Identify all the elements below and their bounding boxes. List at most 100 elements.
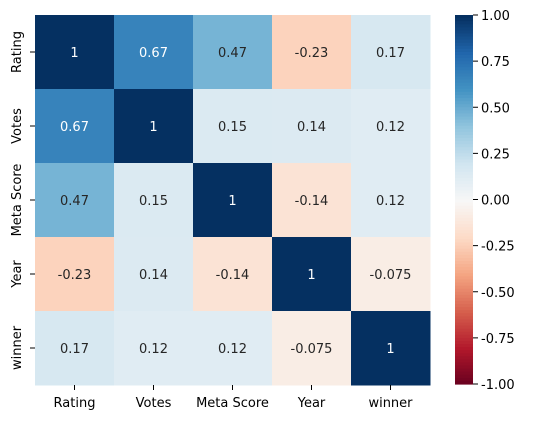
colorbar-slice bbox=[455, 42, 473, 47]
colorbar-slice bbox=[455, 230, 473, 234]
colorbar-slice bbox=[455, 291, 473, 296]
colorbar-slice bbox=[455, 187, 473, 191]
colorbar-slice bbox=[455, 61, 473, 65]
colorbar-tick-label: -0.50 bbox=[481, 286, 515, 301]
heatmap-cell-labels: 1 0.67 0.47 -0.23 0.17 0.67 1 0.15 0.14 0.12 0.47 0… bbox=[58, 46, 412, 357]
x-tick-label: Rating bbox=[54, 396, 96, 411]
colorbar-slice bbox=[455, 205, 473, 210]
colorbar-slice bbox=[455, 27, 473, 31]
colorbar-tick-label: -1.00 bbox=[481, 378, 515, 393]
x-tick-label: Year bbox=[297, 396, 326, 411]
heatmap-cell bbox=[114, 163, 194, 238]
heatmap-cell bbox=[35, 89, 115, 164]
colorbar: 1.00 0.75 0.50 0.25 0.00 -0.25 -0.50 -0.75 -1.00 bbox=[455, 9, 515, 393]
colorbar-slice bbox=[455, 276, 473, 281]
heatmap-cell-value: -0.075 bbox=[370, 268, 412, 283]
colorbar-slice bbox=[455, 184, 473, 188]
colorbar-slice bbox=[455, 45, 473, 50]
colorbar-slice bbox=[455, 340, 473, 345]
colorbar-slice bbox=[455, 362, 473, 367]
heatmap-cell bbox=[193, 163, 273, 238]
colorbar-slice bbox=[455, 51, 473, 56]
heatmap-cell-value: -0.23 bbox=[58, 268, 92, 283]
colorbar-slice bbox=[455, 224, 473, 228]
heatmap-cell-value: 0.12 bbox=[218, 342, 247, 357]
colorbar-slice bbox=[455, 153, 473, 158]
colorbar-slice bbox=[455, 85, 473, 90]
heatmap-cell bbox=[272, 15, 352, 90]
heatmap-cell-value: 0.47 bbox=[218, 46, 247, 61]
heatmap-cell bbox=[272, 163, 352, 238]
colorbar-slice bbox=[455, 125, 473, 130]
colorbar-slice bbox=[455, 300, 473, 305]
colorbar-slice bbox=[455, 264, 473, 268]
colorbar-slice bbox=[455, 337, 473, 342]
colorbar-slice bbox=[455, 368, 473, 373]
colorbar-slice bbox=[455, 310, 473, 314]
heatmap-cell bbox=[351, 237, 431, 312]
colorbar-slice bbox=[455, 177, 473, 182]
colorbar-slice bbox=[455, 334, 473, 339]
colorbar-slice bbox=[455, 304, 473, 308]
colorbar-tick-label: 1.00 bbox=[481, 9, 510, 24]
colorbar-slice bbox=[455, 156, 473, 161]
colorbar-slice bbox=[455, 113, 473, 118]
colorbar-slice bbox=[455, 365, 473, 370]
colorbar-tick-label: -0.25 bbox=[481, 240, 515, 255]
heatmap-cell-value: 0.17 bbox=[376, 46, 405, 61]
x-tick-label: Meta Score bbox=[196, 396, 269, 411]
colorbar-slice bbox=[455, 70, 473, 75]
colorbar-slice bbox=[455, 76, 473, 81]
y-tick-label: Meta Score bbox=[10, 164, 25, 237]
colorbar-slice bbox=[455, 196, 473, 201]
heatmap-cell-value: 1 bbox=[228, 194, 236, 209]
heatmap-cell bbox=[193, 15, 273, 90]
heatmap-cell bbox=[351, 15, 431, 90]
heatmap-cell bbox=[35, 311, 115, 386]
colorbar-slice bbox=[455, 21, 473, 25]
colorbar-slice bbox=[455, 267, 473, 271]
heatmap-cell bbox=[35, 163, 115, 238]
colorbar-slice bbox=[455, 359, 473, 364]
x-tick-label: winner bbox=[368, 396, 413, 411]
heatmap-cell-value: 0.14 bbox=[139, 268, 168, 283]
colorbar-slice bbox=[455, 248, 473, 253]
colorbar-slice bbox=[455, 344, 473, 348]
colorbar-slice bbox=[455, 144, 473, 148]
heatmap-cell-value: 0.12 bbox=[139, 342, 168, 357]
colorbar-slice bbox=[455, 165, 473, 170]
colorbar-tick-label: -0.75 bbox=[481, 332, 515, 347]
colorbar-slice bbox=[455, 245, 473, 250]
heatmap-cell bbox=[193, 89, 273, 164]
colorbar-slice bbox=[455, 58, 473, 62]
colorbar-slice bbox=[455, 98, 473, 102]
heatmap-cell-value: -0.14 bbox=[295, 194, 329, 209]
colorbar-slice bbox=[455, 202, 473, 207]
colorbar-slice bbox=[455, 138, 473, 142]
colorbar-slice bbox=[455, 328, 473, 333]
colorbar-slice bbox=[455, 251, 473, 256]
colorbar-slice bbox=[455, 171, 473, 176]
colorbar-slice bbox=[455, 110, 473, 114]
heatmap-cell-value: 0.17 bbox=[60, 342, 89, 357]
colorbar-slice bbox=[455, 131, 473, 136]
colorbar-slice bbox=[455, 297, 473, 302]
y-tick-label: Rating bbox=[10, 31, 25, 73]
colorbar-slice bbox=[455, 119, 473, 124]
colorbar-slice bbox=[455, 64, 473, 68]
heatmap-cell-value: 0.67 bbox=[60, 120, 89, 135]
colorbar-slice bbox=[455, 134, 473, 139]
y-tick-label: Year bbox=[10, 260, 25, 289]
colorbar-slice bbox=[455, 48, 473, 53]
colorbar-slice bbox=[455, 15, 473, 19]
colorbar-slice bbox=[455, 82, 473, 87]
heatmap-cell bbox=[272, 89, 352, 164]
heatmap-cell bbox=[114, 89, 194, 164]
colorbar-slice bbox=[455, 239, 473, 244]
colorbar-slice bbox=[455, 36, 473, 41]
x-tick-label: Votes bbox=[136, 396, 172, 411]
x-axis-ticks: Rating Votes Meta Score Year winner bbox=[54, 385, 413, 411]
heatmap-cell-value: 0.67 bbox=[139, 46, 168, 61]
colorbar-slice bbox=[455, 150, 473, 154]
